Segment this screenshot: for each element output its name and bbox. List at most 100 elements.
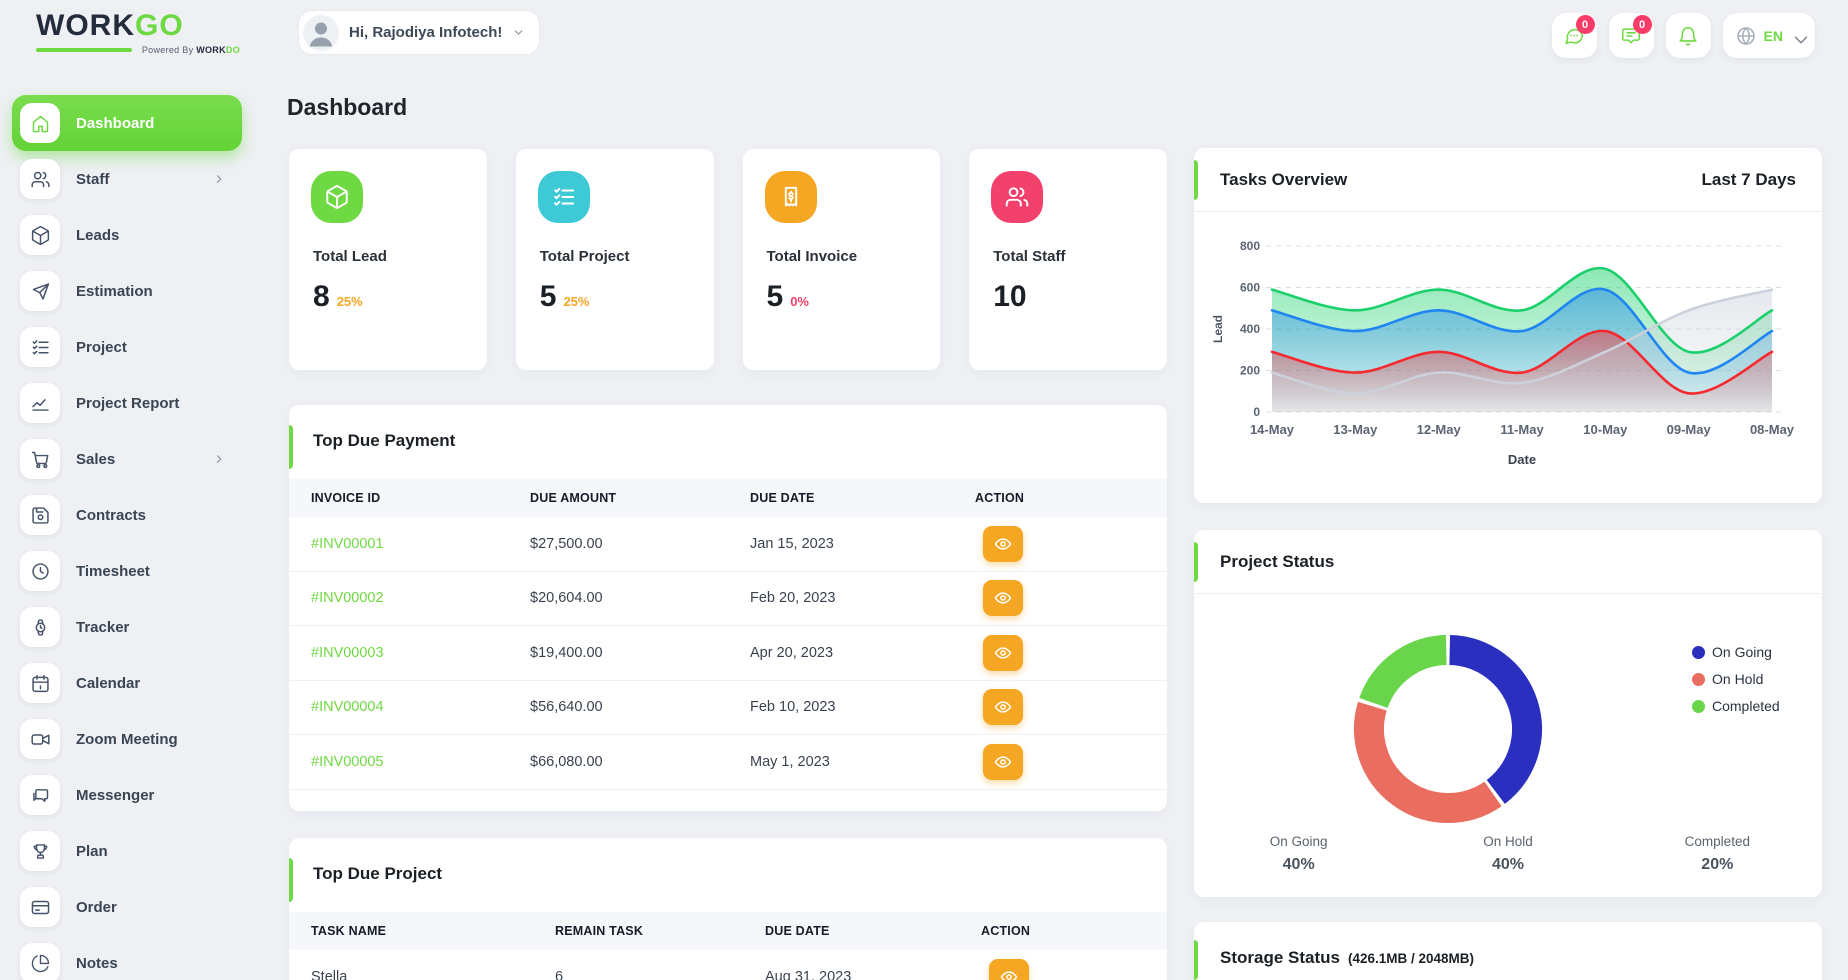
sidebar-item-sales[interactable]: Sales [12, 431, 242, 487]
view-button[interactable] [983, 525, 1023, 562]
view-button[interactable] [983, 634, 1023, 671]
svg-text:0: 0 [1253, 405, 1260, 419]
notifications-button[interactable] [1665, 13, 1711, 58]
language-label: EN [1763, 27, 1783, 44]
sidebar-item-timesheet[interactable]: Timesheet [12, 543, 242, 599]
invoice-id-link[interactable]: #INV00005 [311, 753, 384, 770]
sidebar-item-order[interactable]: Order [12, 879, 242, 935]
invoice-id-link[interactable]: #INV00002 [311, 590, 384, 607]
messages-button[interactable]: 0 [1608, 13, 1654, 58]
chat-button[interactable]: 0 [1551, 13, 1597, 58]
sidebar-item-leads[interactable]: Leads [12, 207, 242, 263]
view-button[interactable] [983, 743, 1023, 780]
receipt-icon [764, 171, 817, 223]
save-icon [20, 495, 60, 535]
sidebar-item-label: Contracts [76, 506, 147, 524]
powered-by-text: Powered By WORKDO [141, 45, 240, 55]
svg-text:400: 400 [1240, 322, 1260, 336]
sidebar-item-label: Messenger [76, 786, 155, 804]
legend-dot [1692, 672, 1705, 686]
legend-item: On Going [1692, 644, 1780, 660]
chart-range-label: Last 7 Days [1701, 169, 1797, 189]
svg-text:13-May: 13-May [1333, 422, 1378, 437]
svg-text:Lead: Lead [1211, 315, 1225, 343]
sidebar-item-dashboard[interactable]: Dashboard [12, 95, 242, 151]
sidebar-item-plan[interactable]: Plan [12, 823, 242, 879]
chat-badge: 0 [1575, 15, 1595, 34]
due-date-cell: Feb 10, 2023 [750, 699, 836, 716]
column-header: ACTION [981, 924, 1031, 938]
sidebar-item-notes[interactable]: Notes [12, 935, 242, 980]
invoice-id-link[interactable]: #INV00004 [311, 699, 384, 716]
donut-slice-on-hold [1354, 701, 1502, 823]
donut-stat-label: On Hold [1483, 834, 1533, 849]
svg-text:600: 600 [1240, 281, 1260, 295]
logo-underline [36, 48, 132, 52]
storage-usage: (426.1MB / 2048MB) [1347, 951, 1475, 966]
send-icon [20, 271, 60, 311]
legend-dot [1692, 699, 1705, 713]
due-amount-cell: $19,400.00 [530, 644, 603, 661]
stat-value: 5 [539, 280, 557, 313]
language-selector[interactable]: EN [1722, 13, 1815, 58]
sidebar-item-estimation[interactable]: Estimation [12, 263, 242, 319]
box-icon [311, 171, 363, 223]
view-button[interactable] [983, 580, 1023, 617]
donut-slice-on-going [1448, 635, 1542, 804]
table-header: INVOICE ID DUE AMOUNT DUE DATE ACTION [289, 479, 1167, 517]
legend-label: On Going [1712, 644, 1772, 660]
stat-value: 10 [993, 280, 1027, 313]
sidebar-item-zoom-meeting[interactable]: Zoom Meeting [12, 711, 242, 767]
sidebar-item-label: Order [76, 898, 117, 916]
stats-row: Total Lead 8 25% Total Project 5 25% Total Inv… [289, 149, 1167, 370]
donut-stat-value: 20% [1701, 856, 1734, 873]
users-icon [20, 159, 60, 199]
stat-card-total-project: Total Project 5 25% [515, 149, 714, 370]
video-icon [20, 719, 60, 759]
sidebar-item-staff[interactable]: Staff [12, 151, 242, 207]
sidebar-item-label: Estimation [76, 282, 153, 300]
calendar-icon [20, 663, 60, 703]
card-title: Top Due Project [289, 838, 1167, 902]
svg-text:10-May: 10-May [1583, 422, 1628, 437]
donut-stat: On Going 40% [1194, 834, 1403, 874]
sidebar-item-project[interactable]: Project [12, 319, 242, 375]
sidebar-item-label: Calendar [76, 674, 141, 692]
sidebar-item-calendar[interactable]: Calendar [12, 655, 242, 711]
legend-dot [1692, 645, 1705, 659]
donut-slice-completed [1359, 635, 1448, 709]
column-header: REMAIN TASK [555, 924, 644, 938]
stat-delta: 0% [790, 294, 809, 309]
sidebar-item-messenger[interactable]: Messenger [12, 767, 242, 823]
user-menu[interactable]: Hi, Rajodiya Infotech! [298, 10, 541, 55]
sidebar-item-label: Timesheet [76, 562, 150, 580]
eye-icon [994, 589, 1012, 607]
sidebar-item-contracts[interactable]: Contracts [12, 487, 242, 543]
sidebar-item-project-report[interactable]: Project Report [12, 375, 242, 431]
credit-card-icon [20, 887, 60, 927]
svg-text:800: 800 [1240, 239, 1260, 253]
sidebar-item-label: Plan [76, 842, 108, 860]
chevron-right-icon [212, 452, 226, 466]
chevron-down-icon [1790, 29, 1808, 44]
globe-icon [1735, 25, 1757, 47]
view-button[interactable] [989, 958, 1029, 980]
logo-text: WORKGO [36, 9, 184, 42]
sidebar-item-label: Project [76, 338, 127, 356]
view-button[interactable] [983, 689, 1023, 726]
table-row: #INV00005 $66,080.00 May 1, 2023 [289, 735, 1167, 790]
invoice-id-link[interactable]: #INV00003 [311, 644, 384, 661]
svg-text:Date: Date [1508, 452, 1536, 467]
storage-status-card: Storage Status (426.1MB / 2048MB) [1194, 922, 1822, 980]
avatar [303, 14, 339, 51]
top-due-payment-card: Top Due Payment INVOICE ID DUE AMOUNT DUE … [289, 405, 1167, 811]
checklist-icon [537, 171, 590, 223]
due-amount-cell: $66,080.00 [530, 753, 603, 770]
sidebar-item-tracker[interactable]: Tracker [12, 599, 242, 655]
sidebar-item-label: Leads [76, 226, 120, 244]
invoice-id-link[interactable]: #INV00001 [311, 535, 384, 552]
card-title: Storage Status [1220, 948, 1340, 967]
eye-icon [994, 753, 1012, 771]
legend-label: Completed [1712, 698, 1780, 714]
